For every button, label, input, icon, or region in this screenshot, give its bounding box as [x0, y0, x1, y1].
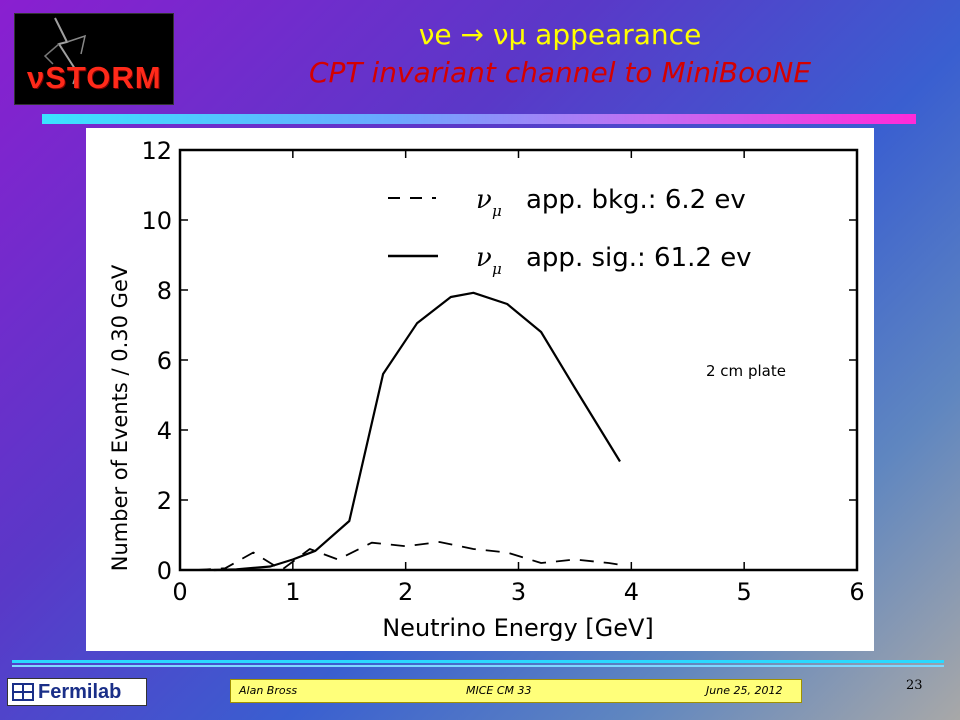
title-divider: [42, 114, 916, 124]
footer-divider: [12, 660, 944, 663]
x-tick-label: 0: [172, 578, 187, 606]
y-axis-label: Number of Events / 0.30 GeV: [108, 264, 132, 571]
y-tick-label: 12: [141, 137, 172, 165]
legend-symbol-mu: μ: [492, 260, 502, 278]
page-number: 23: [906, 678, 923, 693]
y-tick-label: 8: [157, 277, 172, 305]
fermilab-icon: [12, 683, 34, 701]
logo-text: νSTORM: [27, 60, 162, 95]
y-tick-label: 2: [157, 487, 172, 515]
fermilab-logo: Fermilab: [7, 678, 147, 706]
series-signal-line: [213, 291, 621, 572]
legend-symbol-nu: ν: [476, 243, 492, 273]
x-axis-label: Neutrino Energy [GeV]: [382, 614, 654, 642]
footer-author: Alan Bross: [239, 684, 298, 697]
y-tick-label: 4: [157, 417, 172, 445]
legend-symbol-nu: ν: [476, 185, 492, 215]
y-tick-label: 0: [157, 557, 172, 585]
slide-title: νe → νμ appearance: [418, 18, 702, 51]
footer-info-bar: Alan Bross MICE CM 33 June 25, 2012: [230, 679, 802, 703]
x-tick-label: 1: [285, 578, 300, 606]
chart-panel: 0 1 2 3 4 5 6 0 2 4 6 8 10 12 ν μ app. bkg.: 6.2 ev ν…: [86, 128, 874, 651]
lightning-graphic: [43, 17, 87, 85]
footer-divider-secondary: [12, 665, 944, 667]
x-tick-label: 5: [737, 578, 752, 606]
annotation-label: 2 cm plate: [706, 362, 786, 380]
x-tick-label: 3: [511, 578, 526, 606]
nustorm-logo: νSTORM: [14, 13, 174, 105]
series-layer: [196, 291, 621, 572]
x-tick-label: 2: [398, 578, 413, 606]
footer-date: June 25, 2012: [706, 684, 783, 697]
legend-label-bkg: app. bkg.: 6.2 ev: [526, 185, 746, 215]
y-tick-label: 10: [141, 207, 172, 235]
plot-frame: [178, 148, 859, 572]
footer-meeting: MICE CM 33: [466, 684, 532, 697]
slide-subtitle: CPT invariant channel to MiniBooNE: [308, 56, 812, 89]
legend-symbol-mu: μ: [492, 202, 502, 220]
fermilab-text: Fermilab: [38, 681, 122, 703]
y-tick-label: 6: [157, 347, 172, 375]
legend: ν μ app. bkg.: 6.2 ev ν μ app. sig.: 61.…: [388, 185, 752, 278]
series-background-line: [196, 541, 621, 571]
legend-label-sig: app. sig.: 61.2 ev: [526, 243, 752, 273]
x-tick-label: 6: [849, 578, 864, 606]
x-tick-label: 4: [624, 578, 639, 606]
